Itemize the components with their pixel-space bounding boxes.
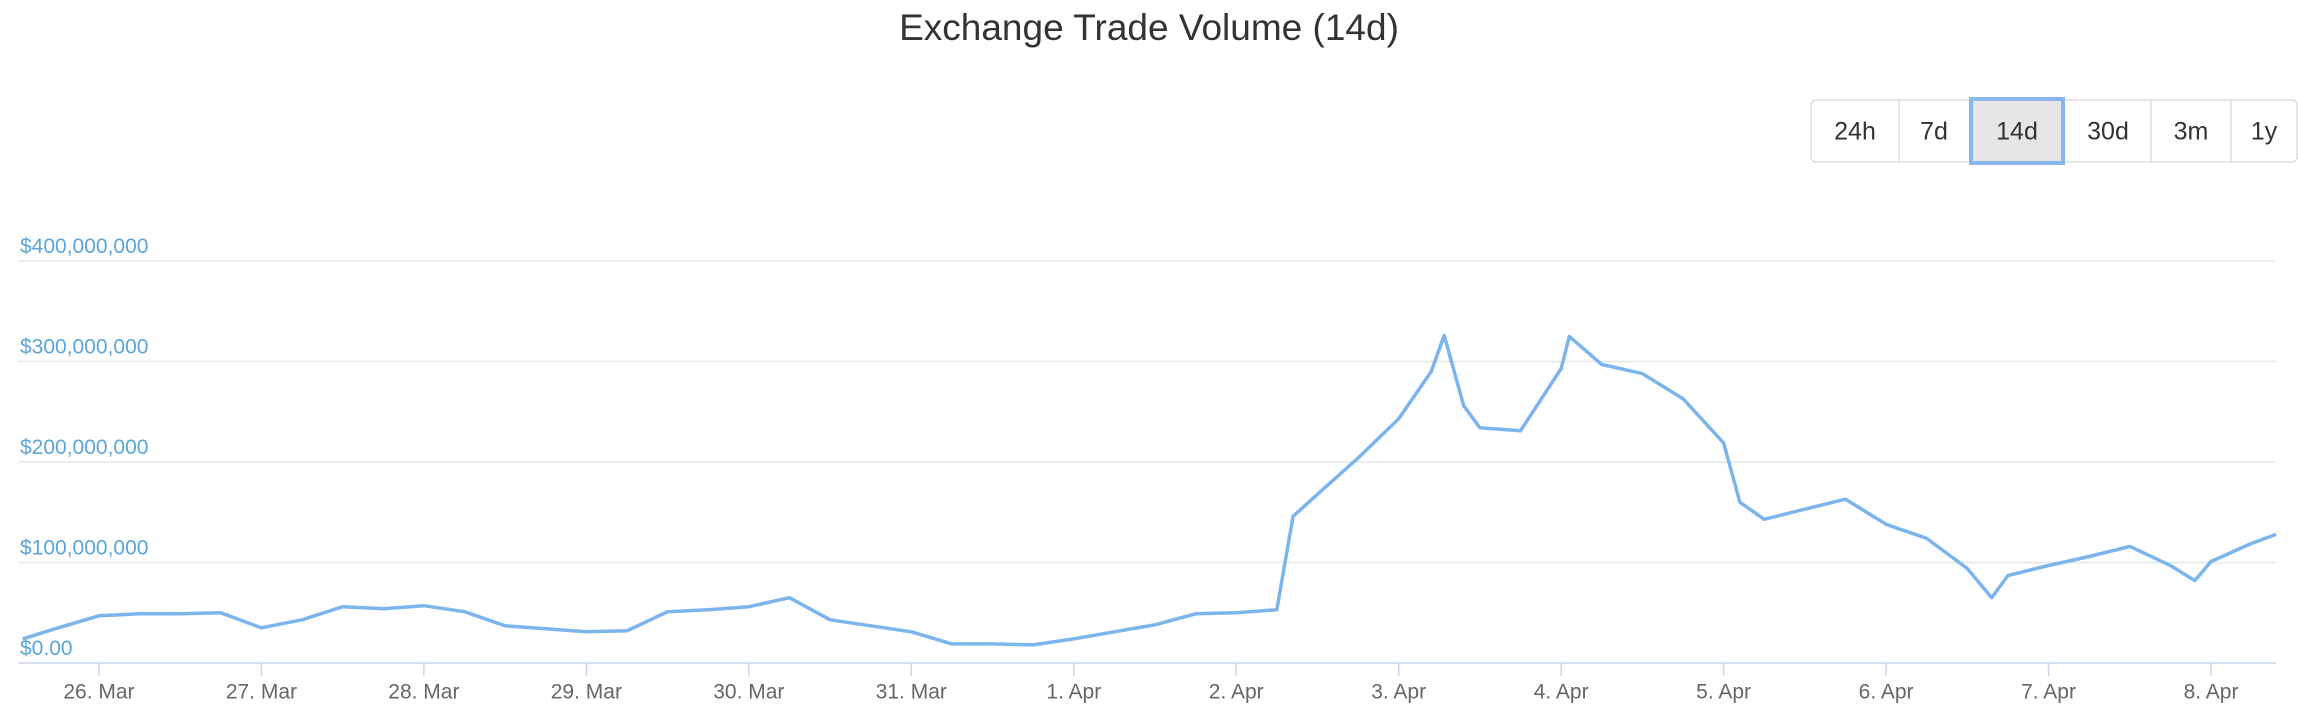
range-button-label[interactable]: 30d [2087, 118, 2129, 146]
x-tick-label: 8. Apr [2184, 681, 2239, 704]
x-tick-label: 5. Apr [1696, 681, 1751, 704]
range-button[interactable]: 7d [1898, 100, 1948, 162]
line-series [22, 333, 2277, 647]
x-tick-label: 1. Apr [1046, 681, 1101, 704]
x-tick-label: 30. Mar [713, 681, 784, 704]
x-tick-label: 4. Apr [1534, 681, 1589, 704]
y-tick-label: $200,000,000 [20, 436, 148, 459]
range-button[interactable]: 3m [2150, 100, 2209, 162]
range-button[interactable]: 14d [1969, 97, 2065, 165]
x-tick-label: 29. Mar [551, 681, 622, 704]
x-tick-label: 26. Mar [63, 681, 134, 704]
y-tick-label: $300,000,000 [20, 336, 148, 359]
range-button-label[interactable]: 3m [2174, 118, 2209, 146]
x-tick-label: 31. Mar [876, 681, 947, 704]
range-button[interactable]: 30d [2087, 118, 2129, 146]
range-button[interactable]: 1y [2230, 100, 2278, 162]
y-tick-label: $400,000,000 [20, 235, 148, 258]
y-tick-label: $0.00 [20, 637, 73, 660]
x-tick-label: 27. Mar [226, 681, 297, 704]
range-button[interactable]: 24h [1834, 118, 1876, 146]
range-button-label[interactable]: 14d [1996, 118, 2038, 146]
chart-title: Exchange Trade Volume (14d) [899, 7, 1399, 48]
range-button-label[interactable]: 7d [1920, 118, 1948, 146]
x-tick-label: 28. Mar [388, 681, 459, 704]
range-button-label[interactable]: 24h [1834, 118, 1876, 146]
x-tick-label: 6. Apr [1859, 681, 1914, 704]
x-tick-label: 7. Apr [2021, 681, 2076, 704]
x-tick-label: 2. Apr [1209, 681, 1264, 704]
x-tick-label: 3. Apr [1371, 681, 1426, 704]
range-button-selected[interactable] [1969, 97, 2065, 165]
y-tick-label: $100,000,000 [20, 537, 148, 560]
range-button-label[interactable]: 1y [2251, 118, 2278, 146]
